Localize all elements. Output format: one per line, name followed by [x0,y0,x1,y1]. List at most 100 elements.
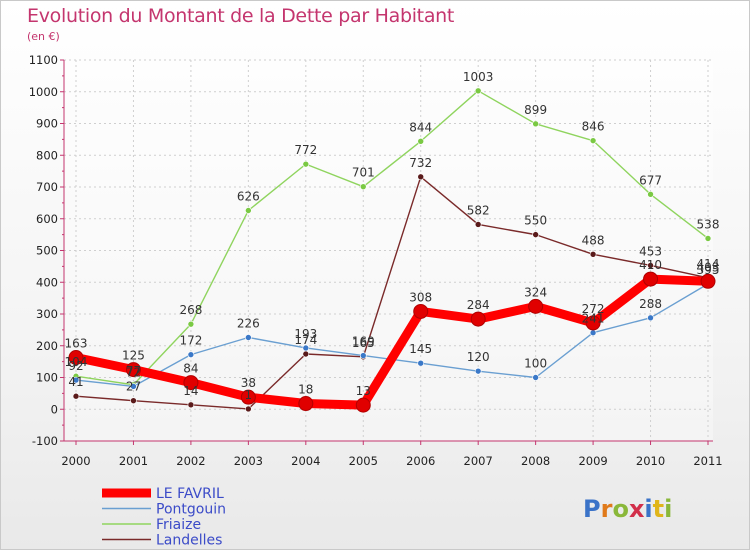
data-label: 550 [524,214,547,228]
data-label: 92 [68,359,83,373]
data-label: 324 [524,285,547,299]
data-point [417,137,425,145]
legend-label: Pontgouin [156,502,226,518]
data-point [187,320,195,328]
data-point [359,183,367,190]
x-tick-label: 2009 [578,454,607,468]
data-point [589,251,597,258]
data-point [474,87,482,95]
y-tick-label: 100 [36,371,58,385]
y-tick-label: 300 [36,307,58,321]
data-point [72,376,80,384]
data-point [72,392,80,400]
data-point [130,397,137,404]
data-point [187,401,195,409]
data-label: 84 [183,362,198,376]
proxiti-logo: Proxiti [583,495,672,523]
data-point [245,334,252,341]
data-point [647,191,654,198]
data-label: 172 [179,334,202,348]
data-point [187,351,195,358]
data-point [528,298,544,314]
data-point [359,352,367,359]
data-label: 899 [524,103,547,117]
data-point [532,231,539,238]
data-label: 453 [639,244,662,258]
y-tick-label: -100 [32,434,58,448]
data-point [125,362,141,378]
data-label: 27 [126,380,141,394]
y-tick-label: 500 [36,244,58,258]
data-label: 488 [582,233,605,247]
data-label: 410 [639,258,662,272]
data-label: 701 [352,166,375,180]
data-point [183,375,199,391]
y-tick-label: 400 [36,275,58,289]
data-label: 169 [352,335,375,349]
data-label: 1 [245,388,253,402]
data-point [417,173,425,181]
data-label: 538 [697,217,720,231]
data-point [532,374,539,381]
data-label: 72 [126,365,141,379]
data-point [647,314,654,322]
data-point [240,389,256,405]
data-point [700,273,716,289]
data-label: 272 [582,302,605,316]
series-line-le-favril [71,274,713,410]
data-point [355,397,371,413]
chart-subtitle: (en €) [27,30,60,43]
data-point [302,350,310,358]
data-point [643,271,659,287]
data-label: 846 [582,120,605,134]
y-tick-label: 0 [51,402,58,416]
legend-label: LE FAVRIL [156,486,224,502]
x-tick-label: 2007 [464,454,493,468]
data-label: 14 [183,384,198,398]
x-tick-label: 2002 [176,454,205,468]
x-tick-label: 2001 [119,454,148,468]
data-label: 677 [639,173,662,187]
data-point [589,137,597,144]
data-label: 395 [697,263,720,277]
data-point [245,405,252,413]
data-point [245,207,252,214]
data-label: 18 [298,383,313,397]
data-label: 288 [639,297,662,311]
data-label: 403 [697,260,720,274]
y-tick-label: 1000 [29,85,58,99]
data-label: 120 [467,350,490,364]
x-tick-label: 2003 [234,454,263,468]
data-label: 77 [126,364,141,378]
x-tick-label: 2004 [291,454,320,468]
legend-label: Friaize [156,517,201,533]
data-label: 100 [524,357,547,371]
y-tick-label: 600 [36,212,58,226]
y-tick-label: 800 [36,148,58,162]
data-label: 38 [241,376,256,390]
data-point [474,221,482,228]
chart-title: Evolution du Montant de la Dette par Hab… [27,5,455,27]
x-tick-label: 2008 [521,454,550,468]
x-tick-label: 2005 [349,454,378,468]
data-label: 41 [68,375,83,389]
x-tick-label: 2006 [406,454,435,468]
data-point [68,349,84,365]
data-label: 174 [294,333,317,347]
data-label: 308 [409,290,432,304]
data-point [298,396,314,412]
data-label: 732 [409,156,432,170]
y-tick-label: 900 [36,117,58,131]
y-tick-label: 1100 [29,53,58,67]
y-tick-label: 200 [36,339,58,353]
series-line-friaize [75,90,709,386]
y-tick-label: 700 [36,180,58,194]
data-label: 163 [65,336,88,350]
data-point [413,303,429,319]
data-point [470,311,486,327]
x-tick-label: 2000 [61,454,90,468]
data-point [302,160,310,168]
x-tick-label: 2010 [636,454,665,468]
